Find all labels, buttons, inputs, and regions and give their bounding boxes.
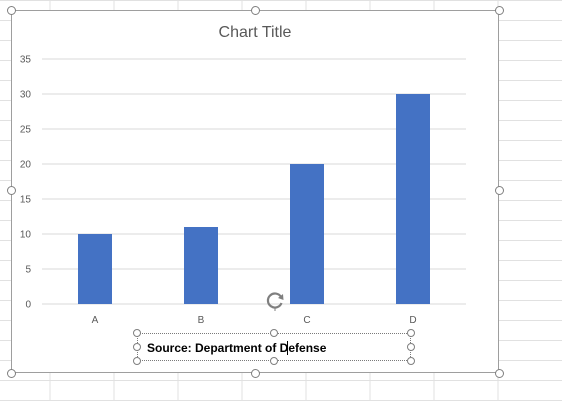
chart-resize-handle-top-right[interactable] — [495, 6, 504, 15]
chart-resize-handle-bottom-right[interactable] — [495, 369, 504, 378]
chart-resize-handle-top-left[interactable] — [7, 6, 16, 15]
bar-A[interactable] — [78, 234, 112, 304]
y-tick-label: 35 — [20, 55, 32, 66]
gridlines — [42, 58, 466, 305]
textbox-resize-handle-middle-right[interactable] — [407, 343, 415, 351]
textbox-resize-handle-bottom-middle[interactable] — [270, 357, 278, 365]
x-tick-label-D: D — [409, 315, 416, 326]
text-cursor — [287, 341, 289, 355]
chart-resize-handle-bottom-middle[interactable] — [251, 369, 260, 378]
y-tick-label: 25 — [20, 125, 32, 136]
y-tick-label: 0 — [25, 300, 31, 311]
source-text[interactable]: Source: Department of Defense — [147, 341, 327, 355]
textbox-resize-handle-bottom-left[interactable] — [133, 357, 141, 365]
bar-C[interactable] — [290, 164, 324, 304]
chart-resize-handle-middle-left[interactable] — [7, 186, 16, 195]
bar-B[interactable] — [184, 227, 218, 304]
chart-resize-handle-top-middle[interactable] — [251, 6, 260, 15]
chart-title[interactable]: Chart Title — [219, 24, 292, 41]
y-tick-label: 10 — [20, 230, 32, 241]
textbox-resize-handle-middle-left[interactable] — [133, 343, 141, 351]
textbox-resize-handle-top-right[interactable] — [407, 329, 415, 337]
chart-resize-handle-middle-right[interactable] — [495, 186, 504, 195]
y-tick-label: 20 — [20, 160, 32, 171]
bars — [78, 94, 430, 304]
bar-D[interactable] — [396, 94, 430, 304]
x-tick-label-C: C — [303, 315, 310, 326]
y-tick-label: 15 — [20, 195, 32, 206]
y-tick-label: 30 — [20, 90, 32, 101]
x-axis-labels: A B C D — [92, 315, 417, 326]
chart-resize-handle-bottom-left[interactable] — [7, 369, 16, 378]
y-tick-label: 5 — [25, 265, 31, 276]
y-axis-labels: 0 5 10 15 20 25 30 35 — [20, 55, 32, 311]
rotate-handle-icon[interactable] — [264, 289, 286, 311]
textbox-resize-handle-top-middle[interactable] — [270, 329, 278, 337]
x-tick-label-A: A — [92, 315, 99, 326]
x-tick-label-B: B — [198, 315, 205, 326]
textbox-resize-handle-bottom-right[interactable] — [407, 357, 415, 365]
textbox-resize-handle-top-left[interactable] — [133, 329, 141, 337]
